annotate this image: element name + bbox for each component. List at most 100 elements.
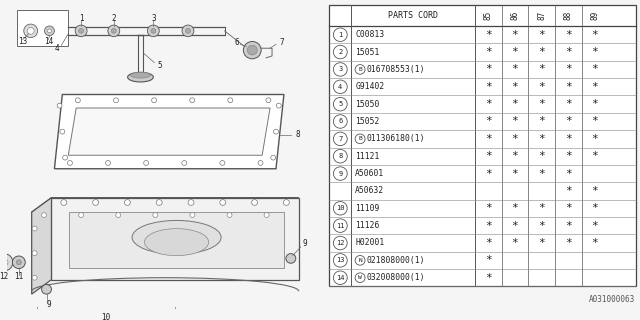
Circle shape xyxy=(333,132,348,146)
Text: *: * xyxy=(538,116,545,126)
Text: *: * xyxy=(538,99,545,109)
Text: 11: 11 xyxy=(14,272,24,281)
Polygon shape xyxy=(68,108,270,155)
Circle shape xyxy=(147,25,159,37)
Circle shape xyxy=(32,275,37,280)
Text: *: * xyxy=(591,186,598,196)
Text: 2: 2 xyxy=(111,14,116,23)
Text: *: * xyxy=(484,221,492,231)
Circle shape xyxy=(79,28,84,33)
Polygon shape xyxy=(51,198,299,280)
Circle shape xyxy=(273,129,278,134)
Circle shape xyxy=(93,200,99,205)
Text: 1: 1 xyxy=(79,14,83,23)
Circle shape xyxy=(333,236,348,250)
Text: 15052: 15052 xyxy=(355,117,380,126)
Text: 13: 13 xyxy=(18,37,28,46)
Text: 6: 6 xyxy=(234,38,239,47)
Circle shape xyxy=(113,98,118,103)
Circle shape xyxy=(286,254,296,263)
Circle shape xyxy=(220,200,226,205)
Text: 86: 86 xyxy=(510,11,520,20)
Circle shape xyxy=(63,155,68,160)
Text: 021808000(1): 021808000(1) xyxy=(367,256,426,265)
Text: *: * xyxy=(511,203,518,213)
Text: *: * xyxy=(484,255,492,265)
Circle shape xyxy=(333,167,348,180)
Text: 4: 4 xyxy=(338,84,342,90)
Text: *: * xyxy=(565,186,572,196)
Text: 4: 4 xyxy=(55,44,60,53)
Text: C00813: C00813 xyxy=(355,30,385,39)
Circle shape xyxy=(182,25,194,37)
Text: *: * xyxy=(511,116,518,126)
Circle shape xyxy=(333,254,348,267)
Circle shape xyxy=(271,155,276,160)
Text: *: * xyxy=(565,169,572,179)
Text: N: N xyxy=(358,258,362,263)
Circle shape xyxy=(355,256,365,265)
Circle shape xyxy=(156,200,162,205)
Circle shape xyxy=(333,97,348,111)
Text: *: * xyxy=(591,238,598,248)
Text: *: * xyxy=(484,273,492,283)
Text: 89: 89 xyxy=(591,11,600,20)
Text: 032008000(1): 032008000(1) xyxy=(367,273,426,282)
Text: *: * xyxy=(511,221,518,231)
Text: *: * xyxy=(484,64,492,75)
Text: *: * xyxy=(538,151,545,161)
Text: *: * xyxy=(484,47,492,57)
Text: 88: 88 xyxy=(564,11,573,20)
Text: *: * xyxy=(484,151,492,161)
Circle shape xyxy=(228,98,233,103)
Circle shape xyxy=(333,202,348,215)
Text: H02001: H02001 xyxy=(355,238,385,247)
Polygon shape xyxy=(31,198,299,212)
Circle shape xyxy=(355,273,365,283)
Circle shape xyxy=(333,63,348,76)
Text: 7: 7 xyxy=(338,136,342,142)
Text: 15051: 15051 xyxy=(355,48,380,57)
Text: 10: 10 xyxy=(101,313,111,320)
Text: PARTS CORD: PARTS CORD xyxy=(388,11,438,20)
Circle shape xyxy=(79,212,84,218)
Circle shape xyxy=(60,129,65,134)
Text: B: B xyxy=(358,136,362,141)
Circle shape xyxy=(12,256,25,268)
Text: 10: 10 xyxy=(336,205,344,211)
Circle shape xyxy=(144,161,148,165)
Circle shape xyxy=(355,134,365,144)
Text: 12: 12 xyxy=(336,240,344,246)
Text: *: * xyxy=(591,116,598,126)
Bar xyxy=(69,212,284,268)
Circle shape xyxy=(57,103,62,108)
Circle shape xyxy=(0,259,8,266)
Circle shape xyxy=(152,98,157,103)
Text: 6: 6 xyxy=(338,118,342,124)
Circle shape xyxy=(76,25,87,37)
Ellipse shape xyxy=(145,228,209,256)
Circle shape xyxy=(264,212,269,218)
Text: *: * xyxy=(591,99,598,109)
Text: 85: 85 xyxy=(484,11,493,20)
Text: *: * xyxy=(484,238,492,248)
Ellipse shape xyxy=(127,72,154,82)
Circle shape xyxy=(333,149,348,163)
Text: *: * xyxy=(538,238,545,248)
Circle shape xyxy=(220,161,225,165)
Text: B: B xyxy=(358,67,362,72)
Text: *: * xyxy=(591,221,598,231)
Circle shape xyxy=(108,25,120,37)
Text: *: * xyxy=(511,151,518,161)
Text: *: * xyxy=(511,64,518,75)
Text: 8: 8 xyxy=(296,131,300,140)
Text: 7: 7 xyxy=(280,38,284,47)
Text: *: * xyxy=(538,169,545,179)
Text: *: * xyxy=(565,82,572,92)
Circle shape xyxy=(247,45,257,55)
Circle shape xyxy=(106,161,111,165)
Text: *: * xyxy=(511,134,518,144)
Text: *: * xyxy=(565,151,572,161)
Bar xyxy=(330,5,636,286)
Circle shape xyxy=(42,284,51,294)
